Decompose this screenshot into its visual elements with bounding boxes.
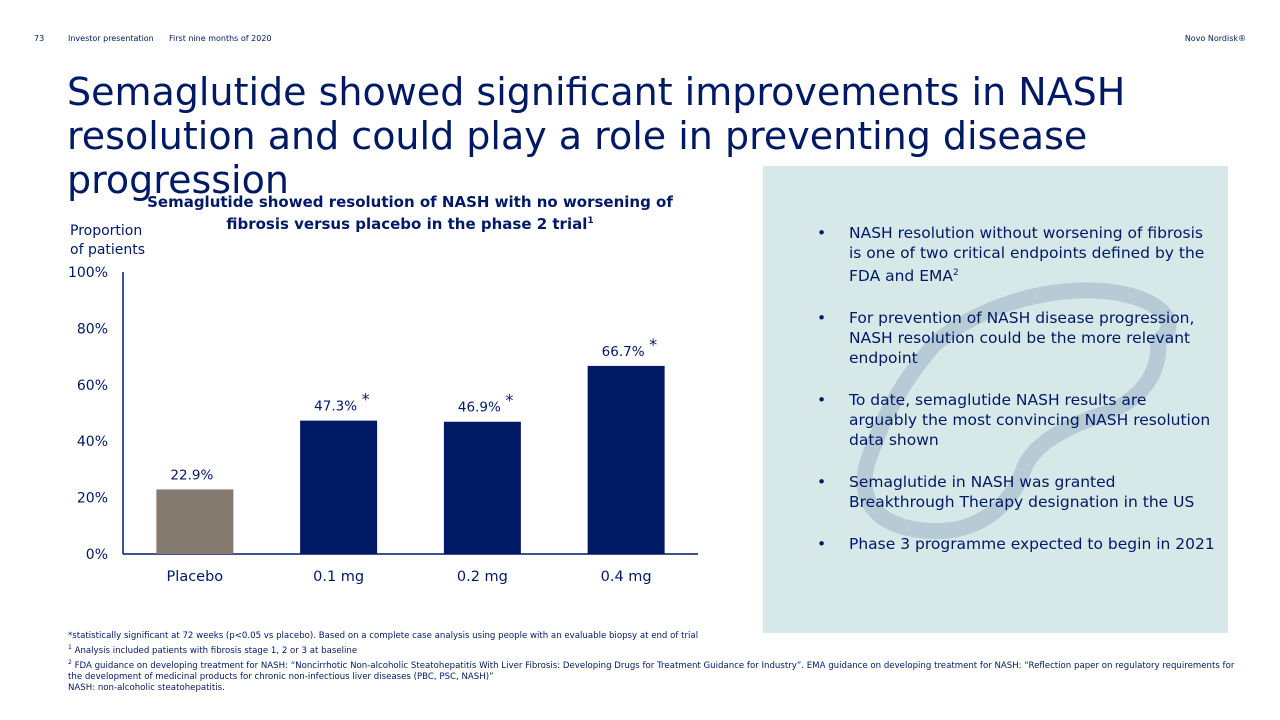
presentation-label: Investor presentation xyxy=(68,34,154,43)
footnote-2: 2 FDA guidance on developing treatment f… xyxy=(68,657,1248,683)
y-axis-title: Proportion of patients xyxy=(70,223,146,258)
key-point-text: Semaglutide in NASH was granted Breakthr… xyxy=(849,473,1195,512)
y-tick-label: 80% xyxy=(77,321,108,337)
y-tick-label: 0% xyxy=(86,547,108,563)
x-category-label: 0.4 mg xyxy=(601,569,652,585)
bar-3 xyxy=(587,365,665,554)
key-point-text: To date, semaglutide NASH results are ar… xyxy=(849,391,1211,450)
bar-chart: 0% 20% 40% 60% 80% 100% 22.9% Placebo 47.3% * 0.1 … xyxy=(68,265,698,585)
key-point-item: • Semaglutide in NASH was granted Breakth… xyxy=(815,472,1215,512)
key-point-text: NASH resolution without worsening of fib… xyxy=(849,224,1205,286)
key-point-item: • Phase 3 programme expected to begin in … xyxy=(815,534,1215,554)
footnote-statistical: *statistically significant at 72 weeks (… xyxy=(68,631,699,641)
y-tick-label: 60% xyxy=(77,378,108,394)
bar-0 xyxy=(156,489,234,554)
bullet-dot-icon: • xyxy=(817,535,827,554)
bullet-dot-icon: • xyxy=(817,309,827,328)
bar-value-label: 46.9% xyxy=(458,400,501,416)
footnote-abbreviation: NASH: non-alcoholic steatohepatitis. xyxy=(68,682,225,693)
bullet-dot-icon: • xyxy=(817,391,827,410)
x-category-label: 0.1 mg xyxy=(313,569,364,585)
key-point-item: • For prevention of NASH disease progress… xyxy=(815,308,1215,368)
footnote-2-text: FDA guidance on developing treatment for… xyxy=(68,660,1235,682)
brand-label: Novo Nordisk® xyxy=(1184,34,1246,43)
footnote-1-mark: 1 xyxy=(68,644,72,651)
key-point-text: Phase 3 programme expected to begin in 2… xyxy=(849,535,1215,554)
footnote-2-mark: 2 xyxy=(68,658,72,666)
footnote-1: 1 Analysis included patients with fibros… xyxy=(68,642,1248,657)
chart-title-footnote-mark: 1 xyxy=(587,216,594,226)
key-point-footnote-mark: 2 xyxy=(952,268,959,278)
chart-title-text: Semaglutide showed resolution of NASH wi… xyxy=(147,193,673,233)
bar-2 xyxy=(443,421,521,554)
y-tick-label: 40% xyxy=(77,434,108,450)
y-tick-label: 20% xyxy=(77,491,108,507)
significance-marker: * xyxy=(362,390,370,409)
y-tick-label: 100% xyxy=(68,265,108,281)
bar-value-label: 47.3% xyxy=(314,399,357,415)
bullet-dot-icon: • xyxy=(817,473,827,492)
footnote-1-text: Analysis included patients with fibrosis… xyxy=(74,645,358,656)
key-point-item: • To date, semaglutide NASH results are a… xyxy=(815,390,1215,450)
period-label: First nine months of 2020 xyxy=(169,34,272,43)
page-title: Semaglutide showed significant improveme… xyxy=(67,70,1126,202)
key-points-list: • NASH resolution without worsening of fi… xyxy=(815,223,1215,576)
bar-1 xyxy=(300,420,378,554)
bar-value-label: 22.9% xyxy=(170,467,213,483)
footnotes: *statistically significant at 72 weeks (… xyxy=(68,631,1248,694)
key-point-item: • NASH resolution without worsening of fi… xyxy=(815,223,1215,286)
significance-marker: * xyxy=(649,335,657,354)
significance-marker: * xyxy=(505,391,513,410)
bullet-dot-icon: • xyxy=(817,224,827,242)
page-number: 73 xyxy=(34,34,45,43)
bar-value-label: 66.7% xyxy=(602,344,645,360)
x-category-label: Placebo xyxy=(167,569,224,585)
key-points-panel: • NASH resolution without worsening of fi… xyxy=(763,166,1228,633)
apis-bull-watermark-icon xyxy=(856,282,1177,539)
key-point-text: For prevention of NASH disease progressi… xyxy=(849,309,1195,368)
chart-title: Semaglutide showed resolution of NASH wi… xyxy=(130,193,690,234)
x-category-label: 0.2 mg xyxy=(457,569,508,585)
